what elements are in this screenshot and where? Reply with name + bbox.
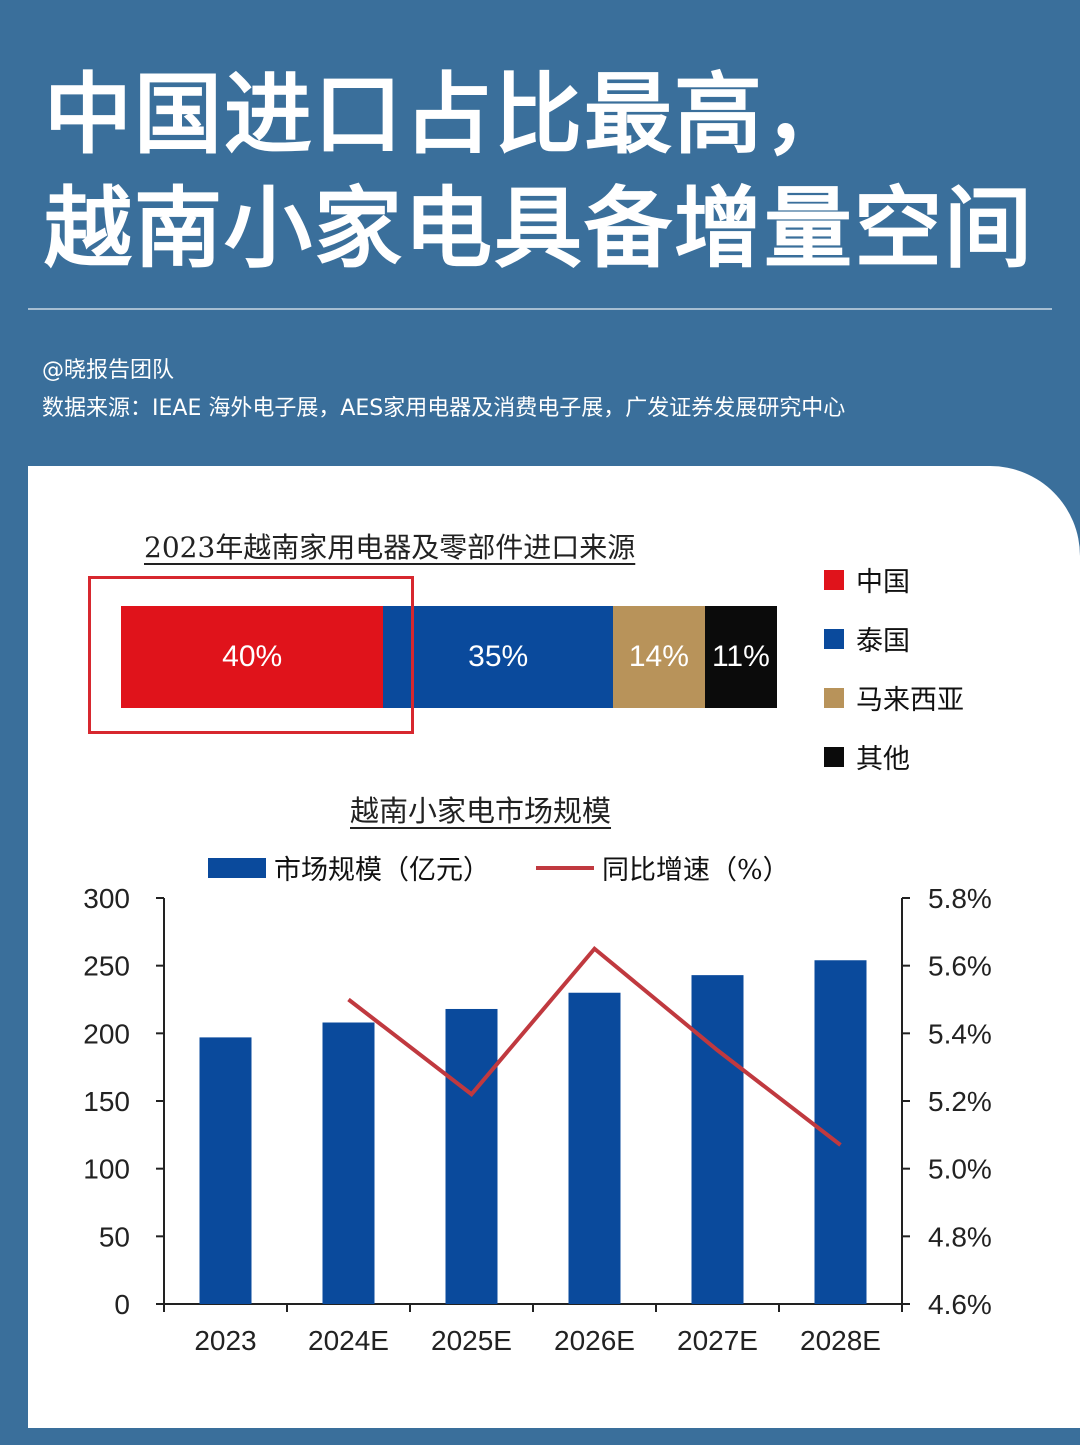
legend-item: 泰国 (824, 609, 964, 668)
legend-swatch (824, 628, 844, 649)
left-tick-label: 150 (83, 1086, 130, 1117)
left-tick-label: 250 (83, 951, 130, 982)
combo-legend: 市场规模（亿元） 同比增速（%） (208, 848, 790, 887)
right-tick-label: 4.8% (928, 1221, 992, 1252)
market-size-bar (445, 1008, 498, 1304)
meta-info: @晓报告团队 数据来源：IEAE 海外电子展，AES家用电器及消费电子展，广发证… (42, 352, 845, 428)
source-label: 数据来源：IEAE 海外电子展，AES家用电器及消费电子展，广发证券发展研究中心 (42, 396, 846, 421)
stacked-legend: 中国泰国马来西亚其他 (824, 550, 964, 786)
divider (28, 308, 1052, 310)
right-tick-label: 5.8% (928, 883, 992, 914)
right-tick-label: 5.6% (928, 951, 992, 982)
market-size-bar (568, 992, 621, 1304)
stacked-chart-title: 2023年越南家用电器及零部件进口来源 (144, 531, 636, 564)
legend-bar-swatch (208, 857, 266, 878)
x-tick-label: 2023 (194, 1325, 256, 1356)
right-tick-label: 5.2% (928, 1086, 992, 1117)
legend-item: 马来西亚 (824, 668, 964, 727)
x-tick-label: 2026E (554, 1325, 635, 1356)
headline-line-1: 中国进口占比最高， (44, 63, 855, 166)
stack-segment-label: 14% (628, 640, 689, 673)
stack-segment-2: 14% (612, 606, 705, 708)
author-label: @晓报告团队 (42, 358, 175, 383)
legend-item: 中国 (824, 550, 964, 609)
left-tick-label: 200 (83, 1018, 130, 1049)
combo-chart-title: 越南小家电市场规模 (350, 794, 612, 828)
legend-item: 其他 (824, 727, 964, 786)
left-tick-label: 0 (114, 1289, 130, 1320)
growth-rate-line (347, 945, 842, 1147)
legend-label: 其他 (856, 744, 910, 775)
stack-segment-3: 11% (704, 606, 777, 708)
left-tick-label: 100 (83, 1154, 130, 1185)
legend-bar-label: 市场规模（亿元） (274, 855, 490, 886)
legend-label: 马来西亚 (856, 685, 964, 716)
stack-segment-label: 40% (222, 640, 283, 673)
legend-line-swatch (536, 865, 594, 870)
x-tick-label: 2027E (677, 1325, 758, 1356)
market-size-bar (322, 1022, 375, 1304)
headline: 中国进口占比最高， 越南小家电具备增量空间 (44, 58, 1064, 286)
x-tick-label: 2028E (800, 1325, 881, 1356)
right-tick-label: 4.6% (928, 1289, 992, 1320)
legend-swatch (824, 746, 844, 767)
left-tick-label: 300 (83, 883, 130, 914)
right-tick-label: 5.4% (928, 1018, 992, 1049)
left-tick-label: 50 (99, 1221, 130, 1252)
legend-line-label: 同比增速（%） (602, 855, 790, 886)
market-size-bar (199, 1037, 252, 1304)
legend-swatch (824, 569, 844, 590)
stack-segment-1: 35% (383, 606, 613, 708)
legend-label: 中国 (856, 567, 910, 598)
stack-segment-0: 40% (121, 606, 384, 708)
right-tick-label: 5.0% (928, 1154, 992, 1185)
legend-swatch (824, 687, 844, 708)
combo-chart: 0 50 100 150 200 250 300 4.6% 4.8% 5.0% 5.2% 5.4% 5.… (83, 883, 992, 1356)
chart-card: 2023年越南家用电器及零部件进口来源 40% 35% 14% 11% 中国泰国马来西… (28, 466, 1080, 1428)
stack-segment-label: 35% (468, 640, 529, 673)
stack-segment-label: 11% (711, 640, 770, 673)
x-tick-label: 2025E (431, 1325, 512, 1356)
legend-label: 泰国 (856, 626, 910, 657)
x-tick-label: 2024E (308, 1325, 389, 1356)
highlight-box (88, 576, 414, 734)
market-size-bar (691, 975, 744, 1304)
headline-line-2: 越南小家电具备增量空间 (44, 177, 1035, 280)
stacked-bar: 40% 35% 14% 11% (121, 606, 777, 708)
